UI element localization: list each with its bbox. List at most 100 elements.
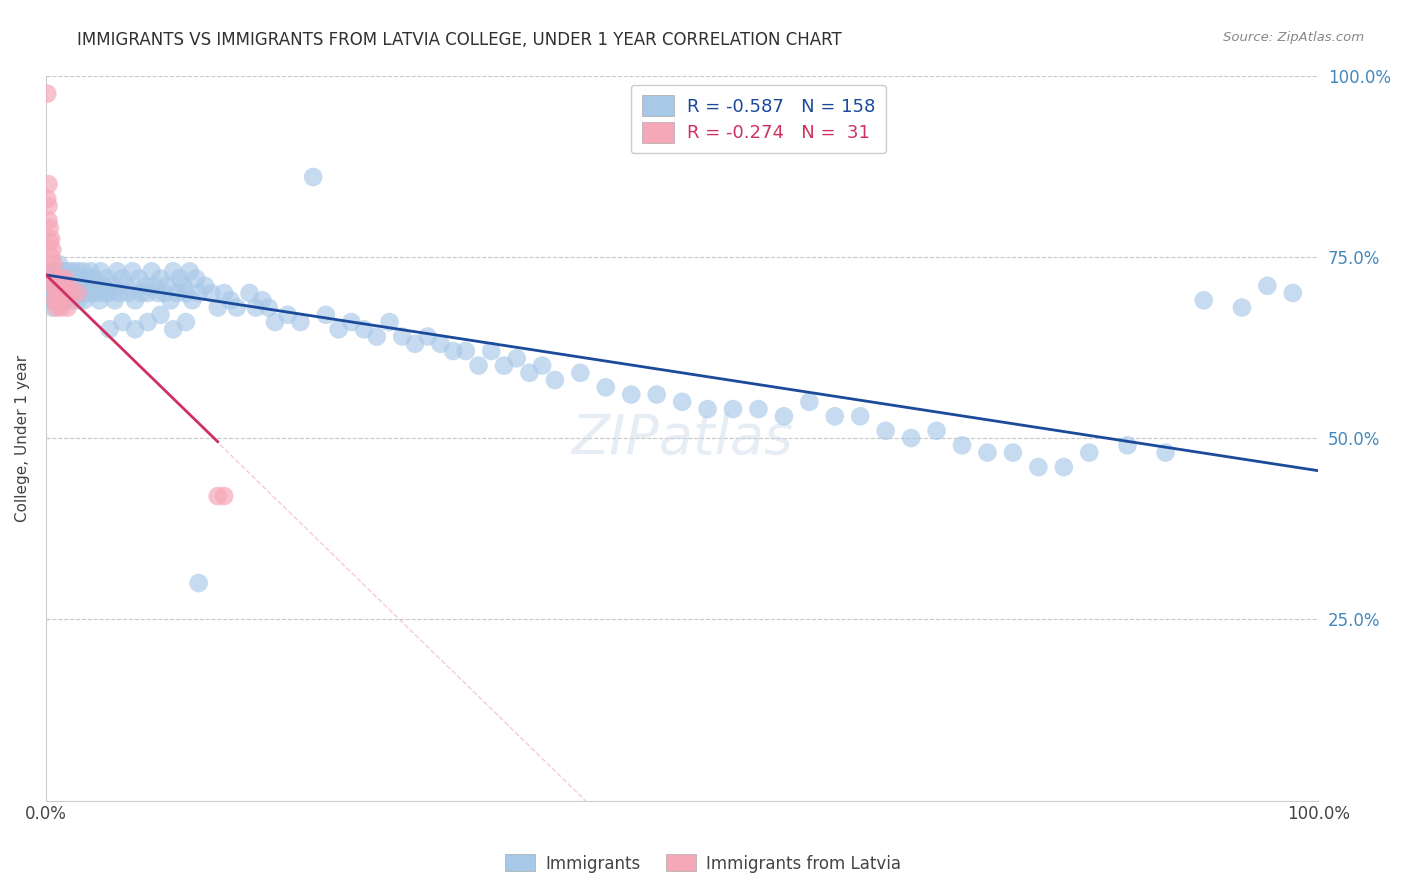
Point <box>544 373 567 387</box>
Point <box>156 278 179 293</box>
Point <box>62 264 84 278</box>
Point <box>340 315 363 329</box>
Point <box>59 271 82 285</box>
Point <box>49 286 72 301</box>
Point <box>80 278 103 293</box>
Point <box>404 336 426 351</box>
Point <box>67 271 90 285</box>
Point <box>48 257 70 271</box>
Point <box>83 271 105 285</box>
Point <box>44 278 66 293</box>
Point <box>441 344 464 359</box>
Point <box>115 278 138 293</box>
Point <box>46 293 69 308</box>
Point <box>277 308 299 322</box>
Point <box>51 293 73 308</box>
Point <box>492 359 515 373</box>
Point <box>187 286 209 301</box>
Point <box>87 278 110 293</box>
Point <box>595 380 617 394</box>
Point <box>111 271 134 285</box>
Point <box>98 286 121 301</box>
Point <box>66 286 89 301</box>
Point <box>42 257 65 271</box>
Point <box>42 264 65 278</box>
Point <box>56 301 79 315</box>
Point <box>569 366 592 380</box>
Text: IMMIGRANTS VS IMMIGRANTS FROM LATVIA COLLEGE, UNDER 1 YEAR CORRELATION CHART: IMMIGRANTS VS IMMIGRANTS FROM LATVIA COL… <box>77 31 842 49</box>
Point <box>56 286 79 301</box>
Point <box>671 394 693 409</box>
Point <box>353 322 375 336</box>
Point <box>60 293 83 308</box>
Point <box>124 322 146 336</box>
Point <box>105 264 128 278</box>
Point <box>124 293 146 308</box>
Point <box>77 286 100 301</box>
Point <box>162 264 184 278</box>
Point <box>620 387 643 401</box>
Point <box>52 293 75 308</box>
Point <box>194 278 217 293</box>
Point <box>416 329 439 343</box>
Point <box>44 271 66 285</box>
Point <box>55 286 77 301</box>
Point <box>111 315 134 329</box>
Point <box>96 271 118 285</box>
Point <box>696 402 718 417</box>
Point <box>48 278 70 293</box>
Point <box>38 213 60 227</box>
Point <box>799 394 821 409</box>
Point <box>1116 438 1139 452</box>
Point <box>875 424 897 438</box>
Point <box>55 271 77 285</box>
Point <box>773 409 796 424</box>
Point <box>41 301 63 315</box>
Point <box>225 301 247 315</box>
Point <box>1192 293 1215 308</box>
Point <box>44 293 66 308</box>
Point <box>75 271 97 285</box>
Point <box>101 278 124 293</box>
Point <box>238 286 260 301</box>
Point <box>66 264 89 278</box>
Point <box>60 286 83 301</box>
Point <box>38 293 60 308</box>
Point <box>48 293 70 308</box>
Point <box>479 344 502 359</box>
Point <box>41 271 63 285</box>
Point <box>187 576 209 591</box>
Point <box>747 402 769 417</box>
Point <box>900 431 922 445</box>
Point <box>1001 445 1024 459</box>
Point <box>179 264 201 278</box>
Point <box>51 301 73 315</box>
Point <box>506 351 529 366</box>
Point <box>174 315 197 329</box>
Point <box>184 271 207 285</box>
Point <box>46 286 69 301</box>
Point <box>91 278 114 293</box>
Point <box>172 278 194 293</box>
Point <box>1154 445 1177 459</box>
Point <box>824 409 846 424</box>
Point <box>82 286 104 301</box>
Point <box>166 286 188 301</box>
Point <box>429 336 451 351</box>
Point <box>207 489 229 503</box>
Point <box>134 278 156 293</box>
Point <box>73 293 96 308</box>
Point <box>51 264 73 278</box>
Point <box>58 286 80 301</box>
Point <box>45 264 67 278</box>
Point <box>51 286 73 301</box>
Point <box>315 308 337 322</box>
Point <box>49 271 72 285</box>
Point <box>1256 278 1278 293</box>
Point <box>65 278 87 293</box>
Point <box>143 278 166 293</box>
Point <box>181 293 204 308</box>
Point <box>72 264 94 278</box>
Point <box>328 322 350 336</box>
Point <box>149 308 172 322</box>
